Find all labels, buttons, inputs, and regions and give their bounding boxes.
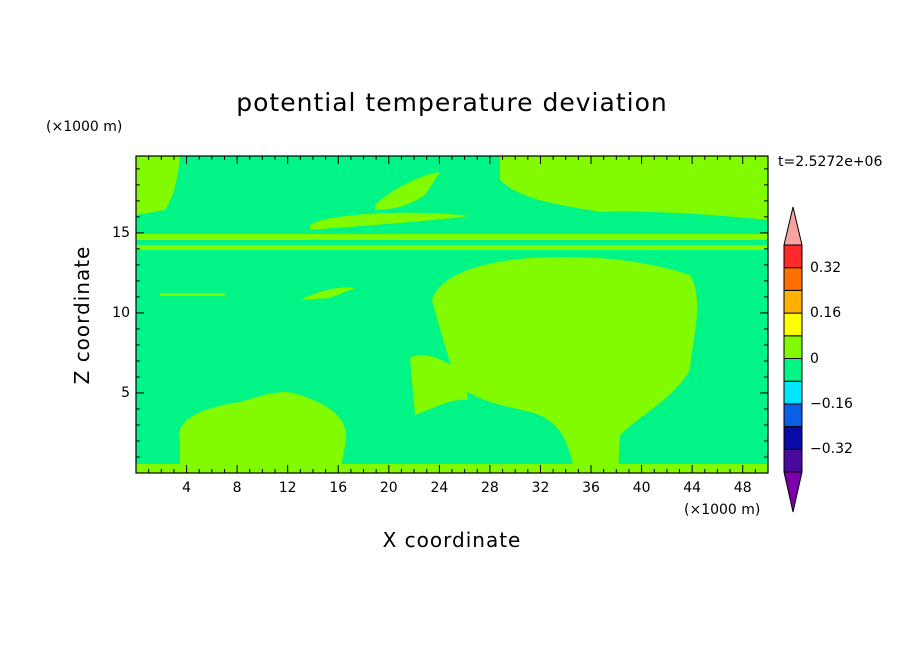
- colorbar-swatch: [783, 448, 803, 473]
- x-tick-label: 32: [531, 480, 550, 496]
- contour-region-10: [375, 172, 440, 210]
- y-tick-marks: [136, 168, 768, 458]
- x-axis-unit: (×1000 m): [684, 502, 761, 518]
- contour-region-1: [432, 256, 698, 473]
- colorbar-label: 0.32: [810, 259, 842, 276]
- contour-region-7: [160, 293, 225, 296]
- x-axis-label: X coordinate: [0, 528, 904, 552]
- colorbar-swatch: [783, 358, 803, 382]
- x-tick-label: 4: [182, 480, 192, 496]
- contour-region-2: [410, 355, 468, 415]
- x-tick-marks: [148, 156, 756, 473]
- chart-title: potential temperature deviation: [236, 88, 668, 117]
- y-tick-label: 5: [121, 384, 130, 401]
- colorbar-swatch: [783, 289, 803, 314]
- colorbar-swatch: [783, 403, 803, 428]
- x-tick-label: 20: [379, 480, 398, 496]
- colorbar-max-arrow: [783, 206, 803, 246]
- time-label: t=2.5272e+06: [778, 154, 883, 170]
- contour-region-4: [500, 156, 768, 220]
- colorbar-label: −0.16: [810, 395, 853, 412]
- x-tick-label: 8: [232, 480, 242, 496]
- contour-region-5: [136, 234, 768, 240]
- x-tick-label: 48: [733, 480, 752, 496]
- y-tick-label: 10: [112, 304, 130, 321]
- colorbar-label: 0.16: [810, 305, 842, 322]
- x-tick-label: 28: [480, 480, 499, 496]
- y-tick-label: 15: [112, 224, 130, 241]
- contour-region-12: [136, 464, 768, 473]
- contour-field: [136, 156, 768, 473]
- x-tick-label: 44: [683, 480, 702, 496]
- colorbar-swatch: [783, 312, 803, 337]
- colorbar-swatch: [783, 267, 803, 291]
- colorbar-swatch: [783, 426, 803, 450]
- colorbar-label: 0: [810, 350, 819, 367]
- colorbar-label: −0.32: [810, 441, 853, 458]
- x-tick-label: 36: [582, 480, 600, 496]
- colorbar-swatch: [783, 244, 803, 269]
- colorbar-swatch: [783, 335, 803, 359]
- colorbar-swatch: [783, 380, 803, 405]
- x-tick-label: 24: [430, 480, 449, 496]
- colorbar-min-arrow: [783, 471, 803, 513]
- contour-region-11: [310, 212, 470, 230]
- y-axis-unit: (×1000 m): [46, 119, 123, 135]
- y-axis-label: Z coordinate: [70, 245, 94, 385]
- x-tick-label: 40: [632, 480, 651, 496]
- x-axis-label-text: X coordinate: [382, 528, 522, 552]
- x-tick-label: 12: [278, 480, 297, 496]
- contour-region-9: [300, 287, 355, 300]
- contour-region-0: [179, 392, 347, 473]
- contour-region-3: [136, 156, 180, 215]
- colorbar: [783, 206, 803, 513]
- x-tick-label: 16: [329, 480, 348, 496]
- contour-region-6: [136, 245, 768, 250]
- contour-region-8: [575, 292, 665, 297]
